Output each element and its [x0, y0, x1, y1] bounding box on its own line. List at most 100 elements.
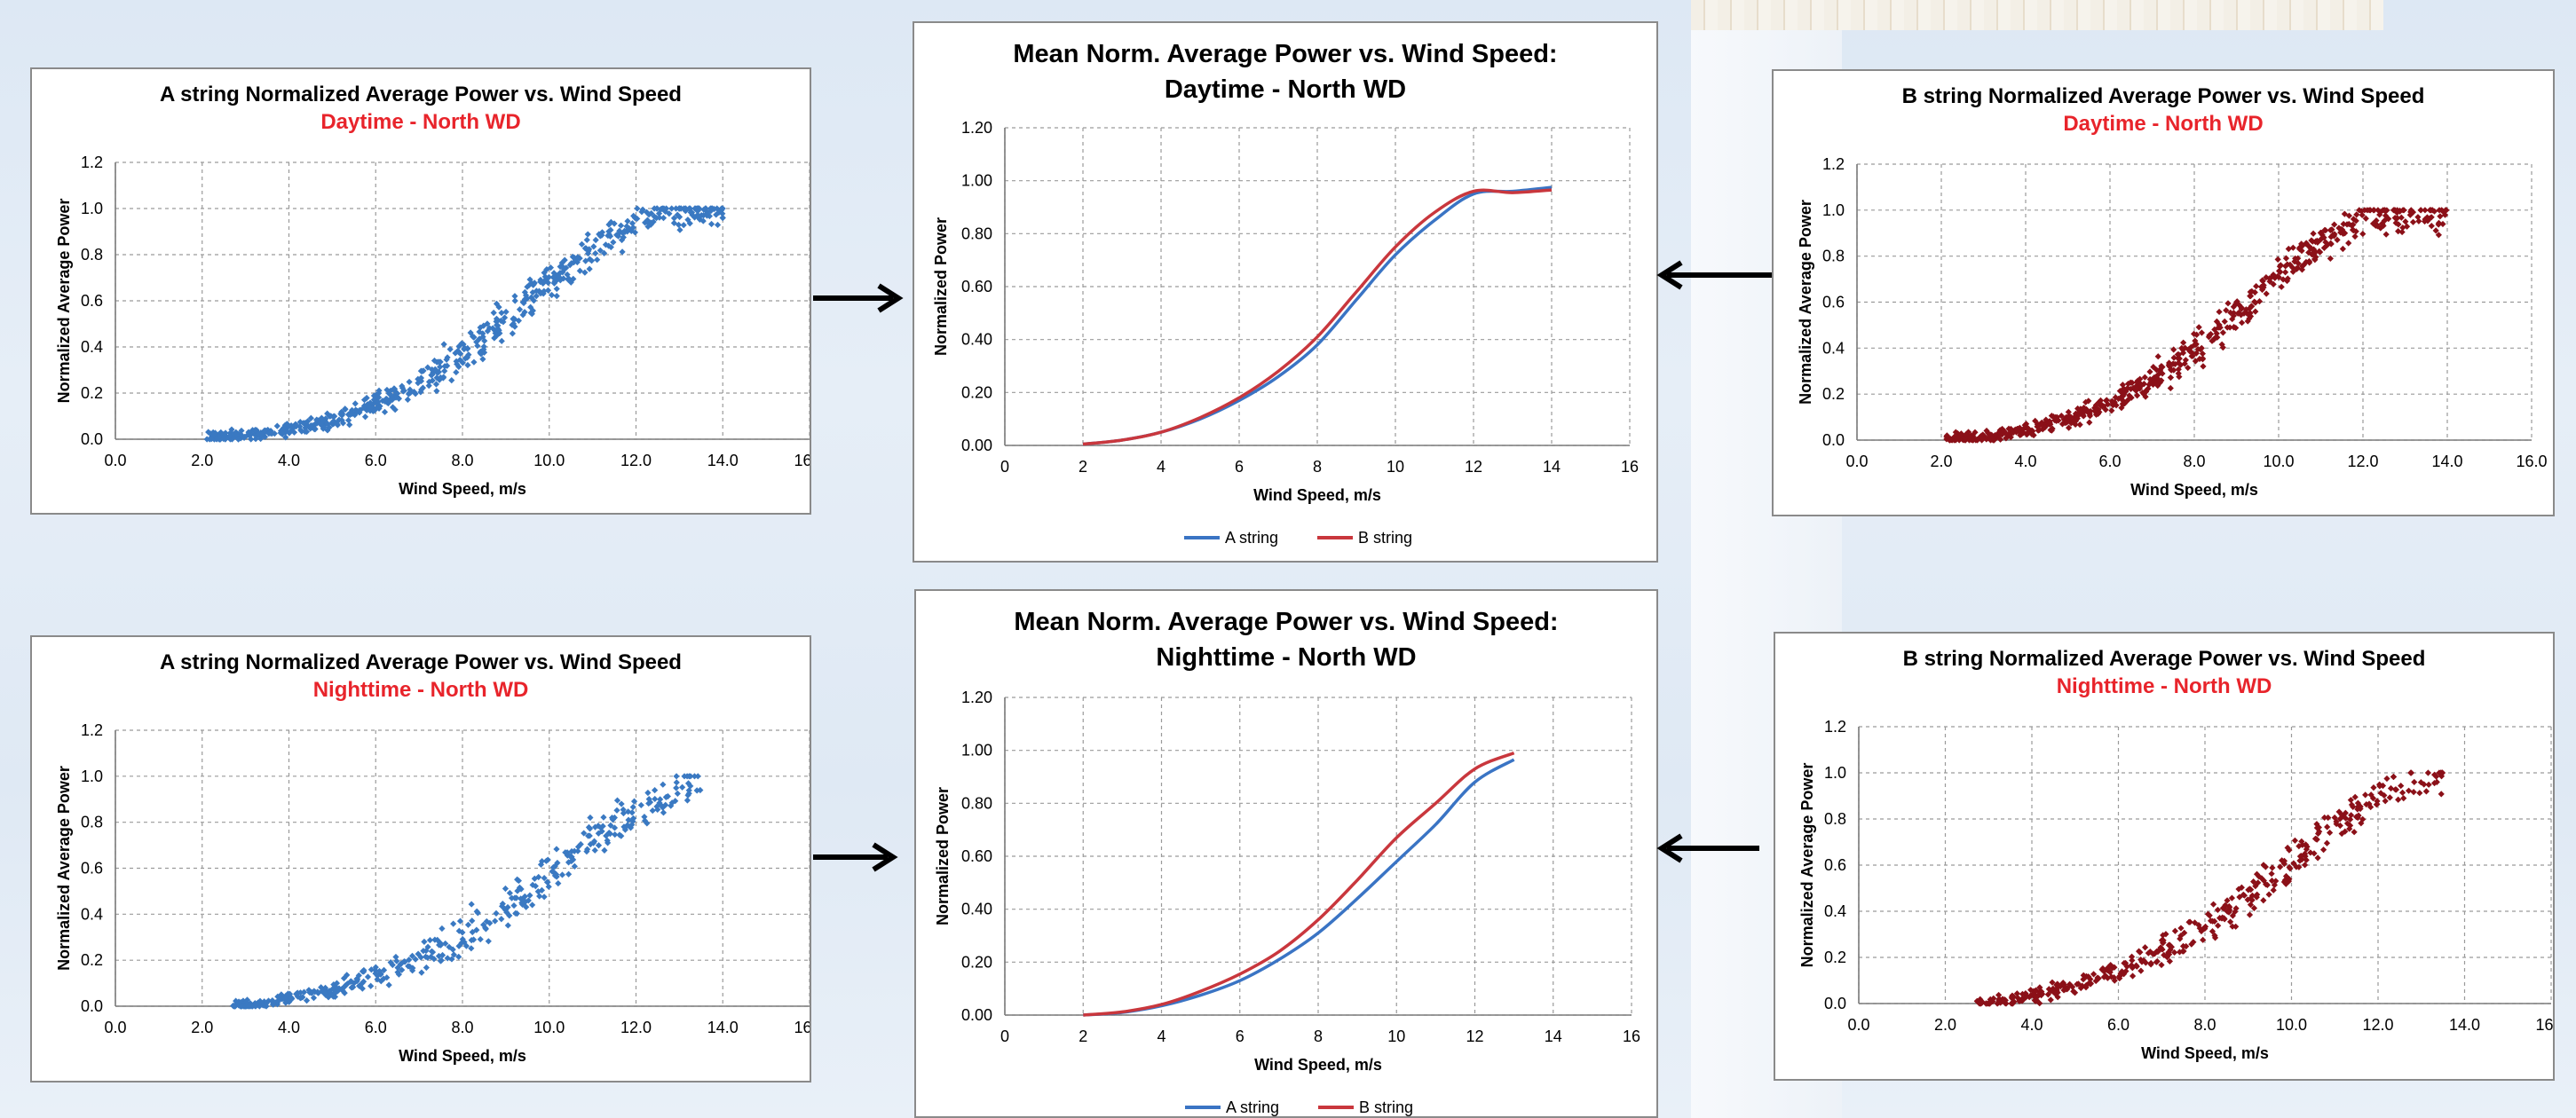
scatter-point [2400, 794, 2407, 802]
scatter-point [423, 964, 430, 972]
x-tick-label: 8.0 [2193, 1016, 2216, 1034]
scatter-point [2171, 927, 2179, 934]
scatter-point [2118, 968, 2126, 975]
scatter-point [2343, 221, 2351, 228]
scatter-point [1952, 437, 1959, 444]
scatter-point [571, 862, 578, 870]
scatter-point [2232, 905, 2240, 912]
scatter-point [506, 912, 513, 919]
scatter-point [344, 980, 352, 988]
x-axis-label: Wind Speed, m/s [399, 1047, 526, 1065]
scatter-point [536, 893, 543, 900]
scatter-point [2282, 872, 2290, 880]
scatter-point [341, 983, 348, 990]
gridlines [115, 729, 810, 1007]
scatter-point [576, 267, 583, 274]
scatter-point [522, 898, 529, 905]
scatter-point [628, 821, 636, 829]
scatter-point [550, 270, 557, 277]
scatter-point [211, 429, 219, 437]
scatter-point [281, 421, 288, 429]
scatter-point [481, 337, 488, 344]
y-tick-label: 0.6 [81, 860, 103, 878]
scatter-point [2284, 844, 2291, 852]
scatter-point [2198, 329, 2205, 336]
scatter-point [2193, 331, 2201, 338]
scatter-point [310, 995, 318, 1002]
scatter-point [2311, 835, 2319, 842]
scatter-point [2298, 248, 2305, 255]
scatter-point [2018, 429, 2025, 436]
scatter-point [2341, 210, 2348, 217]
scatter-point [385, 398, 393, 405]
scatter-point [2398, 789, 2406, 796]
scatter-point [455, 942, 462, 949]
scatter-point [553, 285, 560, 293]
scatter-point [2303, 856, 2310, 863]
scatter-point [464, 361, 471, 369]
y-tick-label: 0.4 [81, 905, 103, 923]
scatter-point [498, 310, 505, 317]
scatter-point [318, 984, 325, 991]
scatter-point [581, 269, 589, 276]
scatter-point [2129, 972, 2137, 980]
scatter-point [1976, 1000, 1983, 1007]
scatter-point [2159, 364, 2166, 371]
scatter-point [2066, 413, 2073, 420]
scatter-point [2178, 344, 2185, 351]
x-tick-label: 16.0 [2535, 1016, 2553, 1034]
scatter-point [448, 956, 455, 963]
scatter-point [591, 846, 598, 854]
scatter-point [1990, 995, 1997, 1002]
scatter-point [456, 917, 464, 925]
scatter-point [2323, 839, 2331, 846]
scatter-point [428, 372, 435, 379]
scatter-point [440, 341, 447, 348]
gridlines [115, 161, 810, 440]
scatter-point [604, 839, 612, 846]
scatter-point [2219, 329, 2226, 336]
x-tick-label: 10.0 [533, 452, 565, 469]
scatter-point [243, 996, 251, 1004]
scatter-point [2051, 990, 2059, 997]
scatter-point [2346, 825, 2353, 832]
scatter-point [307, 414, 314, 421]
scatter-point [566, 261, 573, 269]
scatter-point [2430, 779, 2438, 787]
scatter-point [504, 922, 511, 929]
scatter-point [405, 963, 412, 970]
scatter-point [2213, 330, 2220, 337]
scatter-point [392, 953, 399, 961]
scatter-point [465, 351, 472, 358]
scatter-point [2247, 288, 2254, 295]
scatter-point [2438, 791, 2445, 798]
scatter-point [2379, 221, 2386, 228]
scatter-point [2289, 244, 2296, 251]
scatter-point [2255, 879, 2262, 886]
scatter-point [2053, 413, 2060, 421]
chart-title: Nighttime - North WD [1156, 643, 1416, 672]
scatter-point [2424, 217, 2431, 224]
chart-title: Mean Norm. Average Power vs. Wind Speed: [1013, 40, 1557, 68]
scatter-point [307, 425, 314, 432]
scatter-point [424, 943, 431, 950]
scatter-point [493, 909, 500, 917]
scatter-point [653, 205, 660, 212]
scatter-point [2023, 421, 2030, 428]
scatter-point [698, 212, 705, 219]
scatter-point [538, 886, 546, 894]
scatter-point [644, 789, 652, 797]
scatter-point [2080, 976, 2087, 983]
y-tick-label: 0.6 [1822, 294, 1845, 311]
scatter-point [288, 996, 296, 1003]
scatter-point [2170, 354, 2177, 361]
legend-label: B string [1358, 529, 1412, 547]
scatter-point [2321, 226, 2328, 233]
scatter-point [2110, 974, 2118, 981]
y-tick-label: 0.60 [961, 847, 992, 865]
x-tick-label: 12 [1466, 1027, 1483, 1045]
scatter-point [1946, 437, 1953, 444]
x-tick-label: 10.0 [2276, 1016, 2307, 1034]
y-tick-label: 1.0 [1822, 201, 1845, 219]
scatter-point [668, 205, 676, 212]
